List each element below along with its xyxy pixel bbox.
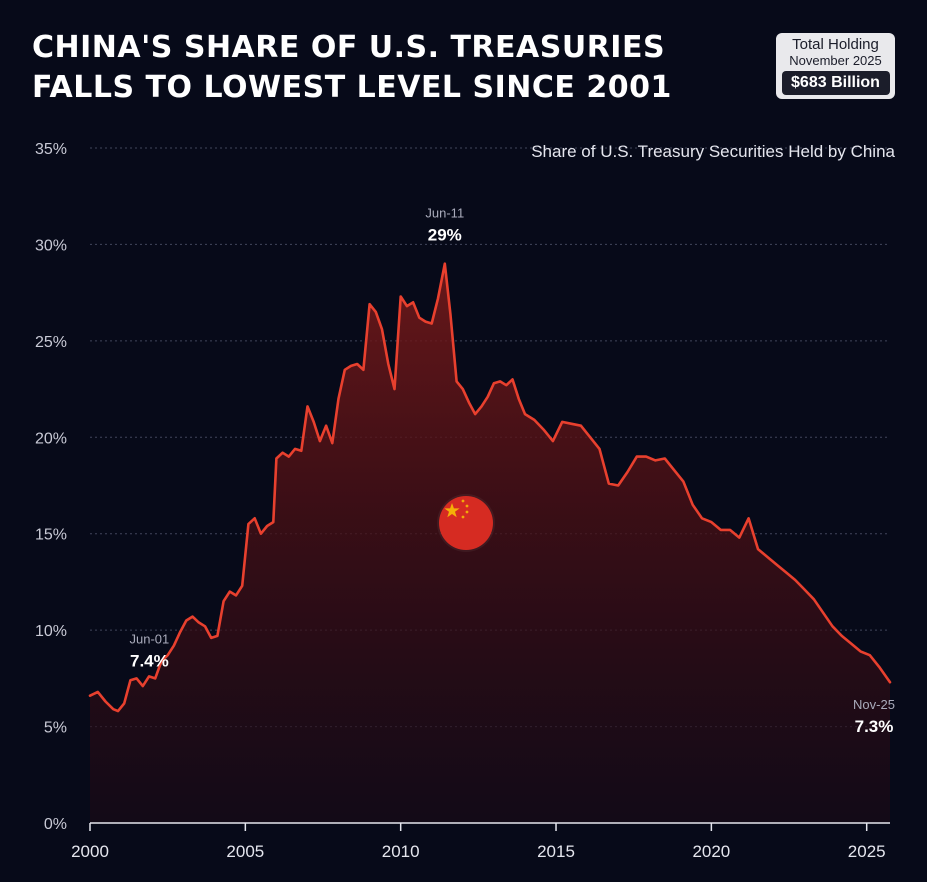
y-tick-label: 25% [35, 334, 67, 351]
y-tick-label: 5% [44, 720, 67, 737]
x-tick-label: 2005 [226, 842, 264, 861]
annotation-date: Nov-25 [853, 697, 895, 712]
holding-label: Total Holding [792, 36, 879, 53]
chart-subtitle: Share of U.S. Treasury Securities Held b… [531, 142, 895, 161]
holding-value: $683 Billion [781, 71, 890, 95]
x-tick-label: 2010 [382, 842, 420, 861]
title-line-2: Falls to Lowest Level Since 2001 [32, 70, 672, 105]
y-tick-label: 20% [35, 430, 67, 447]
x-tick-label: 2020 [692, 842, 730, 861]
y-tick-label: 15% [35, 527, 67, 544]
y-tick-label: 35% [35, 141, 67, 158]
chart-title: China's Share of U.S. Treasuries Falls t… [32, 28, 672, 108]
annotation-value: 29% [428, 226, 462, 245]
annotation-date: Jun-11 [425, 206, 464, 221]
x-tick-label: 2000 [71, 842, 109, 861]
flag-big-star [444, 503, 460, 518]
annotation-value: 7.4% [130, 651, 169, 670]
china-flag-icon [439, 496, 493, 550]
holding-date: November 2025 [789, 53, 882, 68]
title-line-1: China's Share of U.S. Treasuries [32, 30, 666, 65]
series-area [90, 263, 890, 823]
x-tick-label: 2015 [537, 842, 575, 861]
y-tick-label: 10% [35, 623, 67, 640]
x-tick-label: 2025 [848, 842, 886, 861]
annotation-date: Jun-01 [130, 631, 170, 646]
y-tick-label: 0% [44, 816, 67, 833]
total-holding-badge: Total Holding November 2025 $683 Billion [776, 33, 895, 99]
y-tick-label: 30% [35, 237, 67, 254]
annotation-value: 7.3% [855, 717, 894, 736]
series-line [88, 262, 892, 713]
